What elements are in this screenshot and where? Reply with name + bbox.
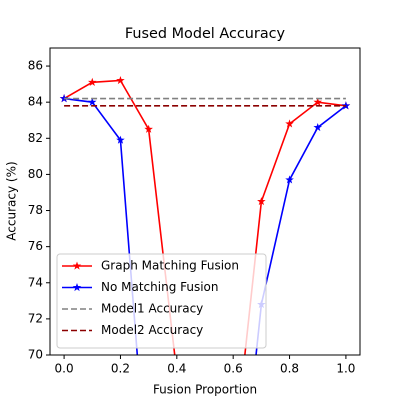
point-marker: [116, 76, 125, 85]
plot-area: [59, 76, 351, 355]
x-axis-label: Fusion Proportion: [153, 383, 257, 397]
y-tick-label: 82: [28, 131, 43, 145]
point-marker: [87, 77, 97, 86]
y-tick-label: 80: [28, 167, 43, 181]
series-line: [63, 97, 347, 355]
x-tick-label: 0.2: [111, 362, 130, 376]
point-marker: [59, 94, 69, 103]
y-tick-label: 74: [28, 275, 43, 289]
chart-title: Fused Model Accuracy: [125, 26, 286, 42]
x-tick-label: 0.4: [167, 362, 186, 376]
legend-box: [56, 253, 267, 349]
point-marker: [87, 97, 97, 106]
legend-marker: [72, 283, 82, 292]
point-marker: [285, 175, 294, 184]
point-marker: [313, 97, 323, 106]
point-marker: [285, 119, 294, 128]
x-tick-label: 1.0: [336, 362, 355, 376]
y-tick-label: 72: [28, 311, 43, 325]
x-tick-label: 0.8: [280, 362, 299, 376]
legend-label: Graph Matching Fusion: [101, 259, 239, 273]
legend-label: Model2 Accuracy: [101, 323, 203, 337]
y-tick-label: 86: [28, 59, 43, 73]
series-line: [63, 79, 347, 355]
x-tick-label: 0.0: [55, 362, 74, 376]
legend-marker: [72, 261, 82, 270]
x-tick-label: 0.6: [224, 362, 243, 376]
legend-label: Model1 Accuracy: [101, 302, 203, 316]
point-marker: [257, 197, 266, 206]
y-tick-label: 78: [28, 203, 43, 217]
point-marker: [116, 135, 125, 144]
y-tick-label: 84: [28, 95, 43, 109]
point-marker: [313, 122, 323, 132]
axes-frame: [49, 47, 361, 356]
point-marker: [144, 124, 153, 133]
y-tick-label: 70: [28, 348, 43, 362]
point-marker: [341, 101, 351, 110]
y-axis-label: Accuracy (%): [5, 161, 19, 240]
legend-label: No Matching Fusion: [101, 280, 219, 294]
y-tick-label: 76: [28, 239, 43, 253]
